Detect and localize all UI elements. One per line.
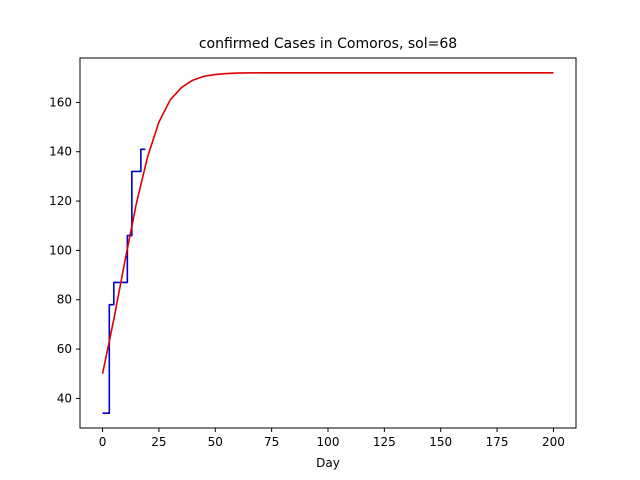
y-tick-label: 160 [49,95,72,109]
series-layer [101,72,554,414]
y-tick-label: 80 [57,293,72,307]
x-tick-label: 25 [151,435,166,449]
x-tick-label: 175 [486,435,509,449]
x-tick-label: 0 [99,435,107,449]
y-tick-label: 120 [49,194,72,208]
fitted-curve-line [101,72,554,374]
x-tick-label: 150 [429,435,452,449]
confirmed-cases-line [102,148,146,414]
y-tick-label: 60 [57,342,72,356]
x-tick-label: 125 [373,435,396,449]
x-tick-label: 200 [542,435,565,449]
x-axis-label: Day [316,456,340,470]
y-tick-label: 40 [57,391,72,405]
x-tick-label: 100 [317,435,340,449]
x-axis: 0 25 50 75 100 125 150 175 200 [99,428,565,449]
x-tick-label: 50 [208,435,223,449]
y-tick-label: 140 [49,145,72,159]
y-tick-label: 100 [49,243,72,257]
y-axis: 40 60 80 100 120 140 160 [49,95,80,405]
chart-title: confirmed Cases in Comoros, sol=68 [199,36,457,52]
plot-frame [79,57,577,429]
x-tick-label: 75 [264,435,279,449]
